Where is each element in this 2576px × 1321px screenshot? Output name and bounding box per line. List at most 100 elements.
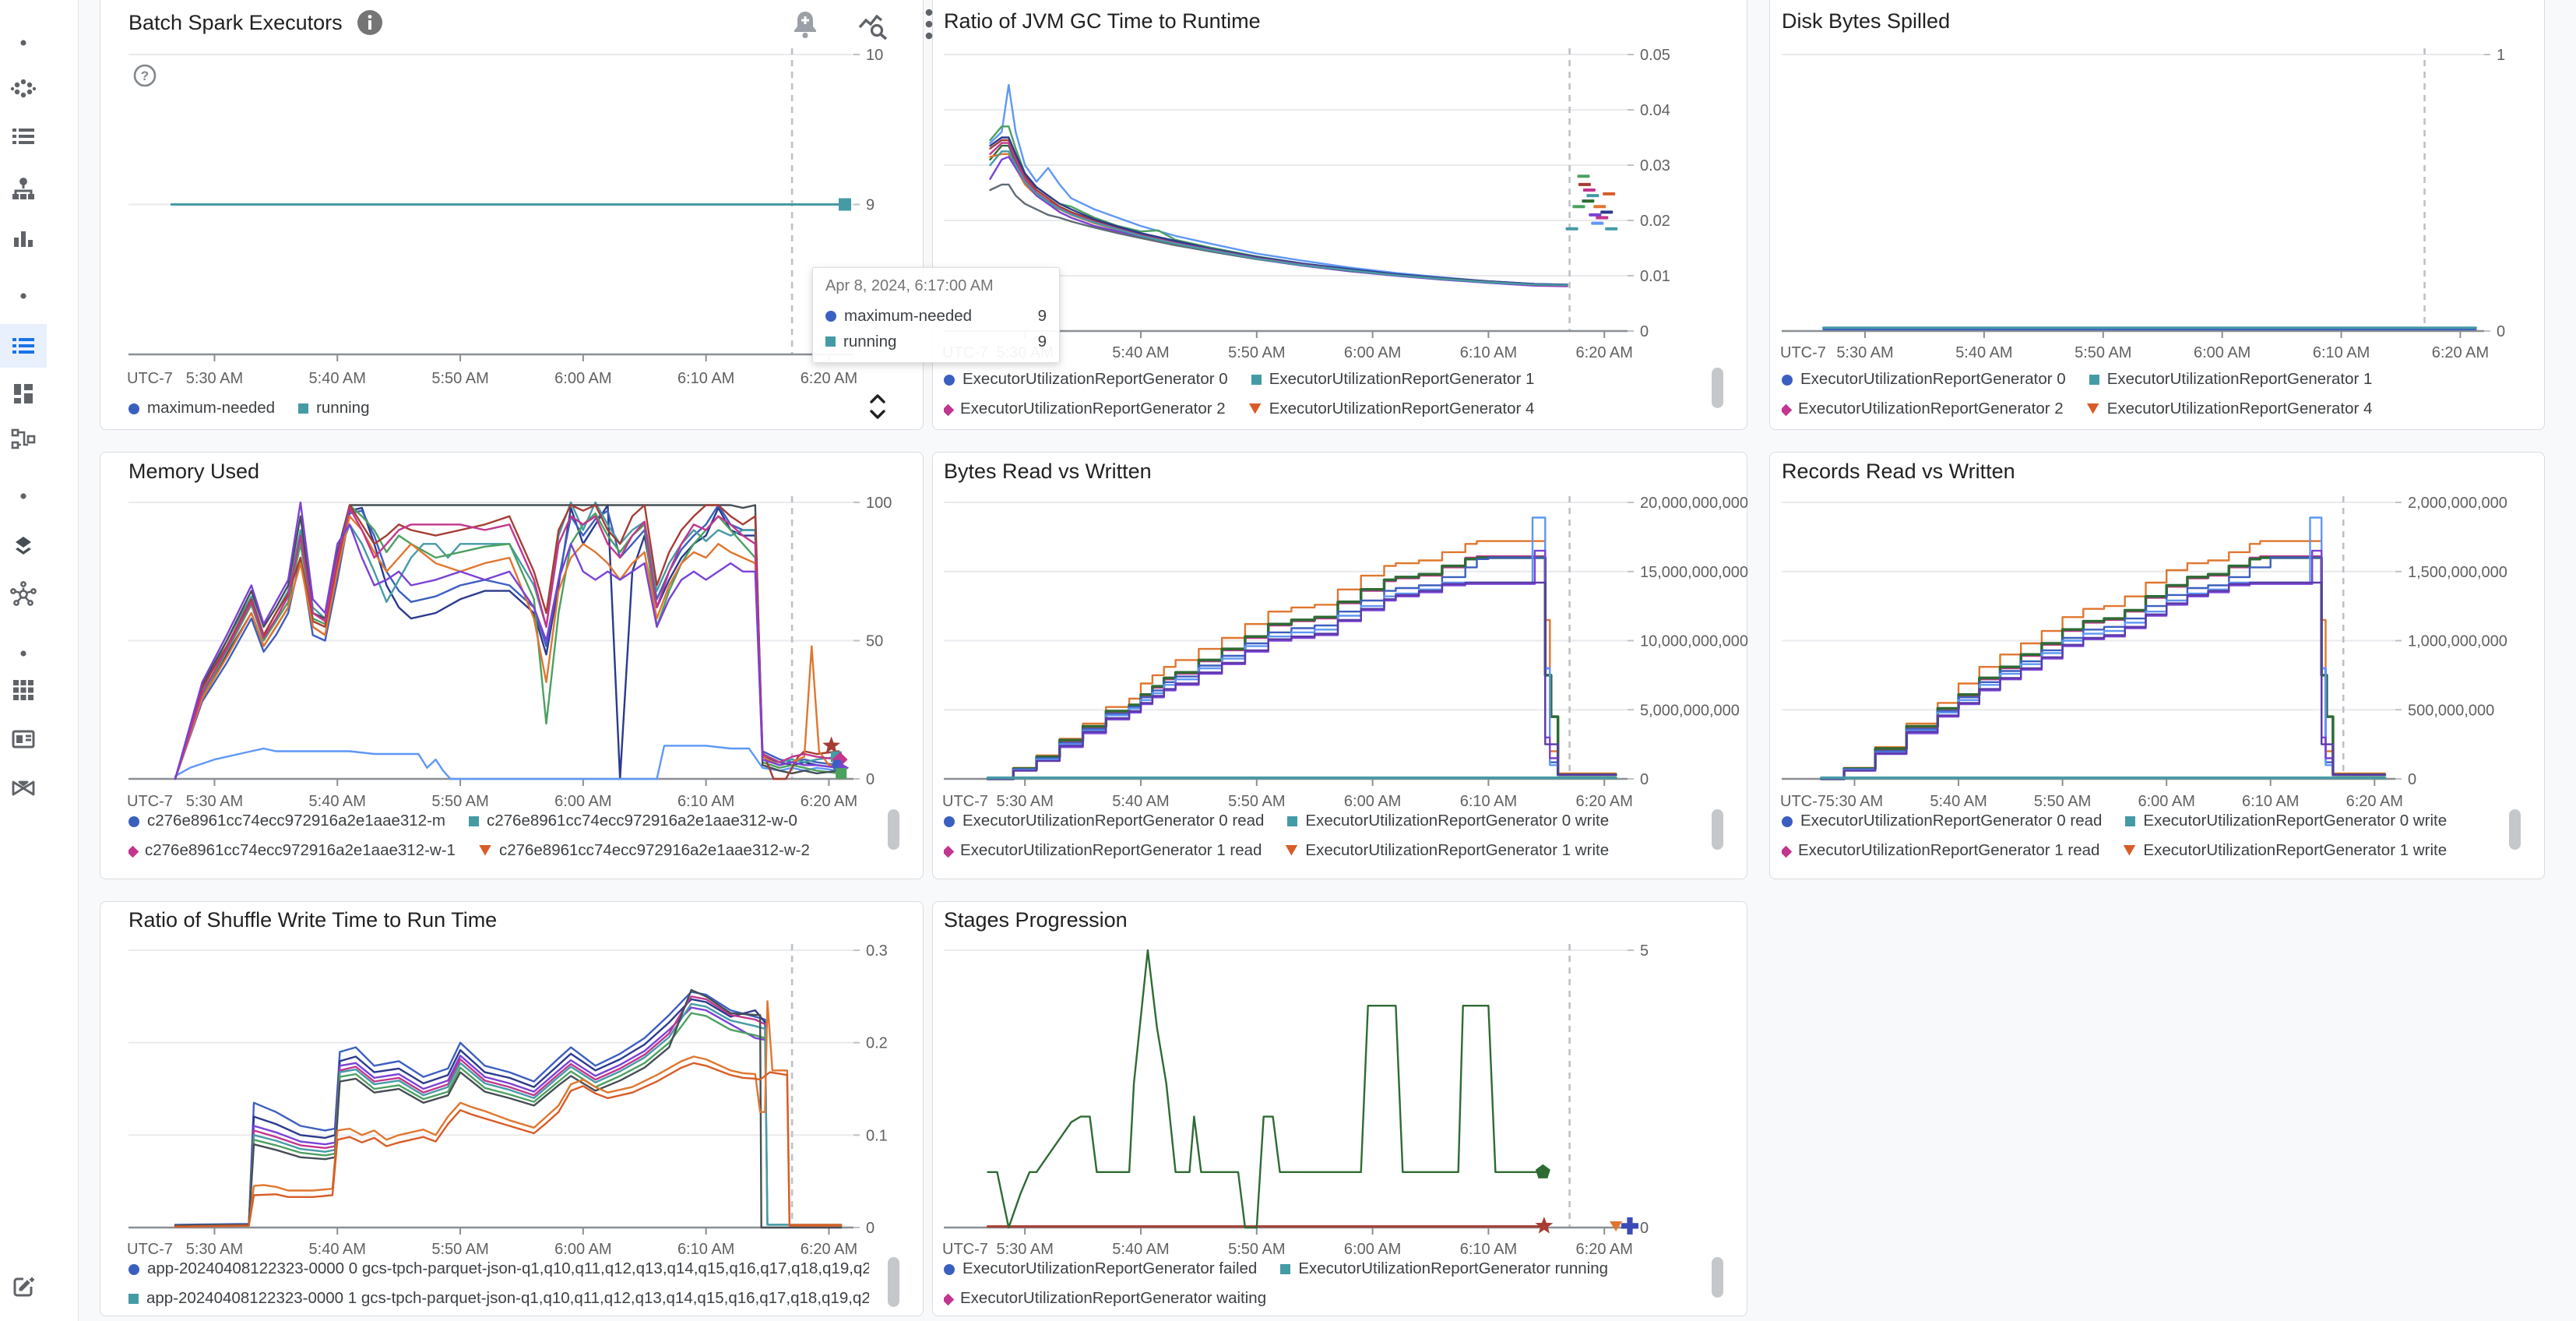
- legend-item[interactable]: ExecutorUtilizationReportGenerator 0 wri…: [2125, 806, 2447, 836]
- nav-bar-charts[interactable]: [0, 217, 47, 261]
- diamond-legend-marker-icon: [944, 403, 955, 416]
- legend-item[interactable]: ExecutorUtilizationReportGenerator 0 rea…: [1782, 806, 2102, 836]
- nav-dot-3-icon: [20, 493, 26, 499]
- legend-item[interactable]: ExecutorUtilizationReportGenerator 1: [1251, 365, 1534, 394]
- info-icon[interactable]: [357, 9, 383, 36]
- nav-grid[interactable]: [0, 668, 47, 712]
- legend-label: app-20240408122323-0000 0 gcs-tpch-parqu…: [147, 1259, 869, 1277]
- legend-item[interactable]: c276e8961cc74ecc972916a2e1aae312-m: [128, 806, 445, 836]
- square-legend-marker-icon: [1251, 375, 1262, 385]
- partial-top-icon-icon: [8, 0, 39, 19]
- nav-flow-icon: [11, 428, 36, 449]
- legend-scrollbar-thumb[interactable]: [888, 1257, 899, 1307]
- nav-layers-icon: [16, 537, 31, 555]
- legend-item[interactable]: c276e8961cc74ecc972916a2e1aae312-w-2: [478, 836, 810, 865]
- legend-item[interactable]: ExecutorUtilizationReportGenerator 2: [944, 394, 1226, 424]
- help-icon[interactable]: ?: [133, 64, 157, 91]
- diamond-legend-marker-icon: [944, 1293, 955, 1305]
- add-alert-icon[interactable]: [788, 7, 822, 41]
- chart-title-jvm-gc: Ratio of JVM GC Time to Runtime: [944, 9, 1261, 33]
- legend-item[interactable]: ExecutorUtilizationReportGenerator runni…: [1280, 1254, 1608, 1284]
- square-legend-marker-icon: [298, 403, 309, 414]
- nav-bowtie[interactable]: [0, 766, 47, 810]
- legend-item[interactable]: ExecutorUtilizationReportGenerator 1 wri…: [2123, 836, 2447, 865]
- nav-network[interactable]: [0, 572, 47, 616]
- legend-item[interactable]: ExecutorUtilizationReportGenerator 0: [1782, 365, 2066, 394]
- circle-marker-icon: [825, 310, 836, 322]
- nav-job-list[interactable]: [0, 114, 47, 158]
- nav-dot-4[interactable]: [0, 632, 47, 675]
- legend-scrollbar-thumb[interactable]: [1712, 368, 1723, 408]
- nav-dot-4-icon: [20, 650, 26, 657]
- explore-chart-icon[interactable]: [855, 7, 891, 41]
- legend-label: c276e8961cc74ecc972916a2e1aae312-m: [147, 812, 445, 830]
- legend-scrollbar-thumb[interactable]: [888, 809, 899, 850]
- nav-cluster-overview[interactable]: [0, 67, 47, 111]
- legend-item[interactable]: ExecutorUtilizationReportGenerator 0: [944, 365, 1228, 394]
- nav-job-list-icon: [12, 129, 34, 144]
- nav-dot-1[interactable]: [0, 21, 47, 65]
- nav-hierarchy[interactable]: [0, 167, 47, 211]
- legend-item[interactable]: ExecutorUtilizationReportGenerator 0 wri…: [1287, 806, 1609, 836]
- nav-monitoring-selected[interactable]: [0, 324, 47, 368]
- legend-item[interactable]: ExecutorUtilizationReportGenerator 4: [2086, 394, 2372, 424]
- legend-item[interactable]: c276e8961cc74ecc972916a2e1aae312-w-1: [128, 836, 456, 865]
- legend-unfold-control[interactable]: [863, 388, 892, 429]
- legend-label: ExecutorUtilizationReportGenerator 1 rea…: [1798, 840, 2100, 859]
- more-vert-icon[interactable]: [924, 6, 934, 42]
- nav-layers[interactable]: [0, 524, 47, 568]
- legend-item[interactable]: ExecutorUtilizationReportGenerator faile…: [944, 1254, 1257, 1284]
- legend-item[interactable]: app-20240408122323-0000 1 gcs-tpch-parqu…: [128, 1284, 869, 1312]
- circle-legend-marker-icon: [1782, 375, 1793, 386]
- legend-item[interactable]: maximum-needed: [128, 393, 275, 423]
- legend-label: maximum-needed: [147, 399, 276, 417]
- square-legend-marker-icon: [468, 816, 479, 826]
- nav-dashboard-blocks[interactable]: [0, 372, 47, 415]
- circle-legend-marker-icon: [944, 816, 955, 827]
- legend-label: ExecutorUtilizationReportGenerator 1 wri…: [1305, 840, 1610, 859]
- square-legend-marker-icon: [2125, 816, 2136, 826]
- legend-item[interactable]: running: [298, 393, 369, 423]
- legend-item[interactable]: ExecutorUtilizationReportGenerator 1 rea…: [1782, 836, 2099, 865]
- chart-title-text: Stages Progression: [944, 908, 1128, 932]
- legend-scrollbar-thumb[interactable]: [2509, 809, 2521, 850]
- legend-scrollbar-thumb[interactable]: [1712, 1257, 1723, 1298]
- legend-item[interactable]: app-20240408122323-0000 0 gcs-tpch-parqu…: [128, 1254, 869, 1284]
- legend-label: ExecutorUtilizationReportGenerator 1: [2106, 370, 2373, 388]
- triangle-down-legend-marker-icon: [2086, 403, 2099, 414]
- nav-card-view[interactable]: [0, 717, 47, 761]
- circle-legend-marker-icon: [1782, 816, 1793, 827]
- legend-item[interactable]: ExecutorUtilizationReportGenerator 0 rea…: [944, 806, 1264, 836]
- unfold-more-icon: [870, 394, 885, 419]
- legend-item[interactable]: ExecutorUtilizationReportGenerator 1 wri…: [1285, 836, 1609, 865]
- chart-legend-executors: maximum-needed running: [128, 393, 869, 425]
- chart-legend-shuffle-ratio: app-20240408122323-0000 0 gcs-tpch-parqu…: [128, 1254, 869, 1312]
- legend-item[interactable]: c276e8961cc74ecc972916a2e1aae312-w-0: [468, 806, 797, 836]
- legend-item[interactable]: ExecutorUtilizationReportGenerator 4: [1248, 394, 1535, 424]
- legend-label: c276e8961cc74ecc972916a2e1aae312-w-2: [498, 840, 810, 859]
- square-marker-icon: [825, 336, 836, 347]
- chart-legend-disk-spill: ExecutorUtilizationReportGenerator 0 Exec…: [1782, 365, 2490, 425]
- nav-flow[interactable]: [0, 417, 47, 461]
- diamond-legend-marker-icon: [944, 845, 955, 858]
- legend-label: ExecutorUtilizationReportGenerator 0: [1800, 370, 2066, 388]
- legend-item[interactable]: ExecutorUtilizationReportGenerator 2: [1782, 394, 2064, 424]
- chart-title-text: Ratio of Shuffle Write Time to Run Time: [128, 908, 498, 932]
- nav-dot-2[interactable]: [0, 274, 47, 318]
- chart-legend-records-rw: ExecutorUtilizationReportGenerator 0 rea…: [1782, 806, 2490, 875]
- chart-title-text: Disk Bytes Spilled: [1782, 9, 1951, 33]
- chart-legend-memory-used: c276e8961cc74ecc972916a2e1aae312-m c276e8…: [128, 806, 869, 875]
- legend-label: ExecutorUtilizationReportGenerator 4: [1269, 399, 1535, 417]
- legend-item[interactable]: ExecutorUtilizationReportGenerator waiti…: [944, 1284, 1266, 1312]
- legend-label: ExecutorUtilizationReportGenerator runni…: [1298, 1259, 1608, 1277]
- triangle-down-legend-marker-icon: [2123, 844, 2136, 856]
- circle-legend-marker-icon: [128, 816, 139, 827]
- legend-item[interactable]: ExecutorUtilizationReportGenerator 1 rea…: [944, 836, 1262, 865]
- chart-title-records-rw: Records Read vs Written: [1782, 460, 2015, 484]
- legend-scrollbar-thumb[interactable]: [1712, 809, 1723, 850]
- nav-grid-icon: [13, 680, 33, 700]
- nav-feedback-compose[interactable]: [0, 1265, 47, 1309]
- nav-dot-2-icon: [20, 293, 26, 299]
- nav-dot-3[interactable]: [0, 474, 47, 518]
- legend-item[interactable]: ExecutorUtilizationReportGenerator 1: [2089, 365, 2373, 394]
